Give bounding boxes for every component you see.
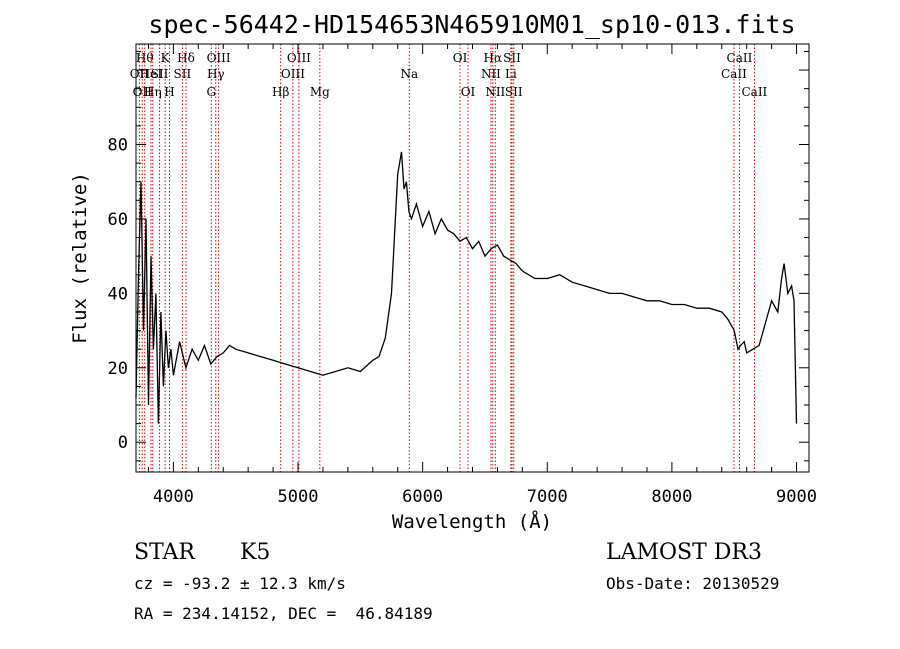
x-tick-label: 6000 (402, 487, 443, 507)
y-tick-label: 60 (108, 210, 128, 230)
line-label: Mg (310, 85, 330, 99)
line-label: CaII (721, 67, 747, 81)
spectrum-line (135, 151, 798, 424)
x-axis: 4000 5000 6000 7000 8000 9000 (147, 44, 817, 507)
line-label: SII (505, 85, 523, 99)
coordinates: RA = 234.14152, DEC = 46.84189 (134, 604, 433, 623)
plot-frame (135, 43, 810, 473)
x-tick-label: 9000 (776, 487, 817, 507)
line-label: Hθ (136, 51, 154, 65)
line-label: K (161, 51, 171, 65)
line-label: OIII (287, 51, 311, 65)
object-class: STAR (134, 540, 195, 565)
redshift-velocity: cz = -93.2 ± 12.3 km/s (134, 574, 346, 593)
line-label: NII (485, 85, 505, 99)
line-label: CaII (741, 85, 767, 99)
x-axis-label: Wavelength (Å) (392, 510, 552, 533)
x-tick-label: 4000 (153, 487, 194, 507)
x-tick-label: 5000 (278, 487, 319, 507)
y-axis: 0 20 40 60 80 (108, 50, 809, 462)
line-label: SII (151, 67, 169, 81)
line-label: H (164, 85, 174, 99)
line-label: Hδ (177, 51, 195, 65)
line-label: NII (481, 67, 501, 81)
line-label: Hη (144, 85, 162, 99)
line-markers: OIIOIIHθHeIHηSIIKHHδSIIGHγOIIIHβOIIIOIII… (130, 44, 768, 472)
observation-date: Obs-Date: 20130529 (606, 574, 780, 593)
line-label: OIII (207, 51, 231, 65)
line-label: OIII (281, 67, 305, 81)
line-label: SII (503, 51, 521, 65)
chart-title: spec-56442-HD154653N465910M01_sp10-013.f… (148, 10, 795, 39)
line-label: CaII (727, 51, 753, 65)
line-label: Hα (484, 51, 503, 65)
y-tick-label: 40 (108, 284, 128, 304)
line-label: SII (174, 67, 192, 81)
x-tick-label: 7000 (527, 487, 568, 507)
spectrum-chart: spec-56442-HD154653N465910M01_sp10-013.f… (69, 10, 817, 533)
line-label: Na (400, 67, 418, 81)
y-axis-label: Flux (relative) (69, 172, 91, 344)
y-tick-label: 20 (108, 359, 128, 379)
line-label: OI (453, 51, 468, 65)
y-tick-label: 80 (108, 135, 128, 155)
x-tick-label: 8000 (651, 487, 692, 507)
line-label: Li (505, 67, 517, 81)
line-label: OI (461, 85, 476, 99)
line-label: Hγ (207, 67, 225, 81)
line-label: Hβ (272, 85, 289, 99)
object-subclass: K5 (240, 540, 271, 565)
survey-name: LAMOST DR3 (606, 540, 762, 565)
y-tick-label: 0 (118, 433, 128, 453)
line-label: G (206, 85, 216, 99)
